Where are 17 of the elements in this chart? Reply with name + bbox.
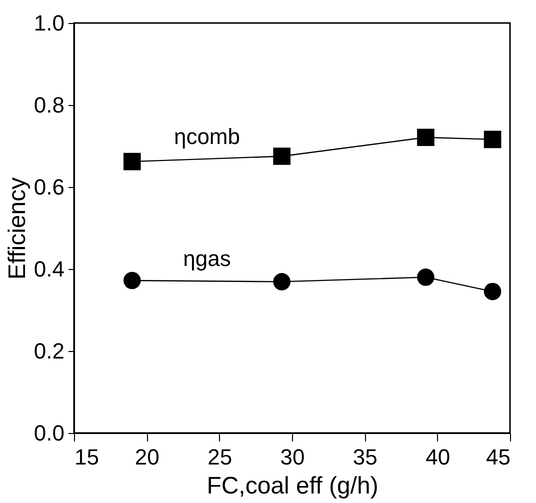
x-tick-label: 40 (426, 444, 450, 470)
series-label: ηcomb (174, 124, 240, 149)
x-tick-label: 15 (74, 444, 99, 470)
y-tick-label: 0.2 (34, 338, 64, 364)
x-tick-label: 45 (486, 444, 510, 470)
y-tick-label: 0.8 (34, 92, 64, 118)
series-label: ηgas (183, 246, 231, 272)
y-tick-label: 0.4 (34, 256, 64, 282)
x-tick-label: 20 (134, 444, 160, 470)
y-axis-title: Efficiency (4, 177, 31, 280)
y-tick-label: 0.0 (34, 420, 64, 446)
x-tick-label: 35 (352, 444, 378, 470)
x-tick-label: 30 (280, 444, 305, 470)
y-tick-label: 1.0 (34, 10, 64, 36)
x-axis-title: FC,coal eff (g/h) (206, 472, 378, 500)
y-tick-label: 0.6 (34, 174, 64, 200)
x-tick-label: 25 (208, 444, 232, 470)
